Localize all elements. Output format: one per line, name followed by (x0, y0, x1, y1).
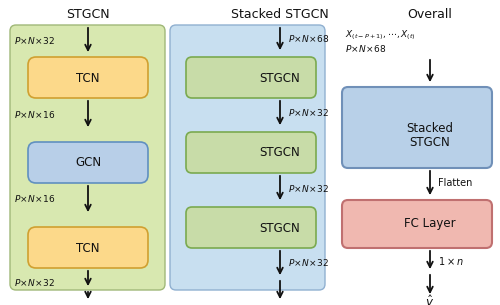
Text: STGCN: STGCN (410, 135, 451, 149)
Text: STGCN: STGCN (260, 71, 300, 84)
Text: $\hat{y}$: $\hat{y}$ (426, 293, 434, 305)
FancyBboxPatch shape (28, 142, 148, 183)
FancyBboxPatch shape (342, 200, 492, 248)
FancyBboxPatch shape (28, 227, 148, 268)
Text: STGCN: STGCN (66, 8, 110, 20)
FancyBboxPatch shape (186, 132, 316, 173)
Text: STGCN: STGCN (260, 221, 300, 235)
Text: $P\!\times\!N\!\times\!68$: $P\!\times\!N\!\times\!68$ (345, 44, 386, 55)
Text: STGCN: STGCN (260, 146, 300, 160)
Text: Overall: Overall (408, 8, 453, 20)
Text: TCN: TCN (76, 71, 100, 84)
Text: TCN: TCN (76, 242, 100, 254)
Text: Flatten: Flatten (438, 178, 472, 188)
Text: $P\!\times\!N\!\times\!32$: $P\!\times\!N\!\times\!32$ (14, 34, 55, 45)
Text: GCN: GCN (75, 156, 101, 170)
Text: $P\!\times\!N\!\times\!32$: $P\!\times\!N\!\times\!32$ (288, 107, 329, 119)
Text: $P\!\times\!N\!\times\!16$: $P\!\times\!N\!\times\!16$ (14, 109, 56, 120)
FancyBboxPatch shape (10, 25, 165, 290)
Text: Stacked STGCN: Stacked STGCN (231, 8, 329, 20)
FancyBboxPatch shape (342, 87, 492, 168)
FancyBboxPatch shape (186, 57, 316, 98)
Text: $P\!\times\!N\!\times\!32$: $P\!\times\!N\!\times\!32$ (288, 182, 329, 193)
FancyBboxPatch shape (28, 57, 148, 98)
Text: Stacked: Stacked (406, 121, 454, 135)
Text: $P\!\times\!N\!\times\!32$: $P\!\times\!N\!\times\!32$ (288, 257, 329, 268)
FancyBboxPatch shape (170, 25, 325, 290)
Text: $P\!\times\!N\!\times\!16$: $P\!\times\!N\!\times\!16$ (14, 193, 56, 204)
Text: $X_{(t-P+1)},\cdots,X_{(t)}$: $X_{(t-P+1)},\cdots,X_{(t)}$ (345, 28, 416, 42)
FancyBboxPatch shape (186, 207, 316, 248)
Text: $P\!\times\!N\!\times\!32$: $P\!\times\!N\!\times\!32$ (14, 277, 55, 288)
Text: $1\times n$: $1\times n$ (438, 255, 464, 267)
Text: $P\!\times\!N\!\times\!68$: $P\!\times\!N\!\times\!68$ (288, 33, 329, 44)
Text: FC Layer: FC Layer (404, 217, 456, 231)
